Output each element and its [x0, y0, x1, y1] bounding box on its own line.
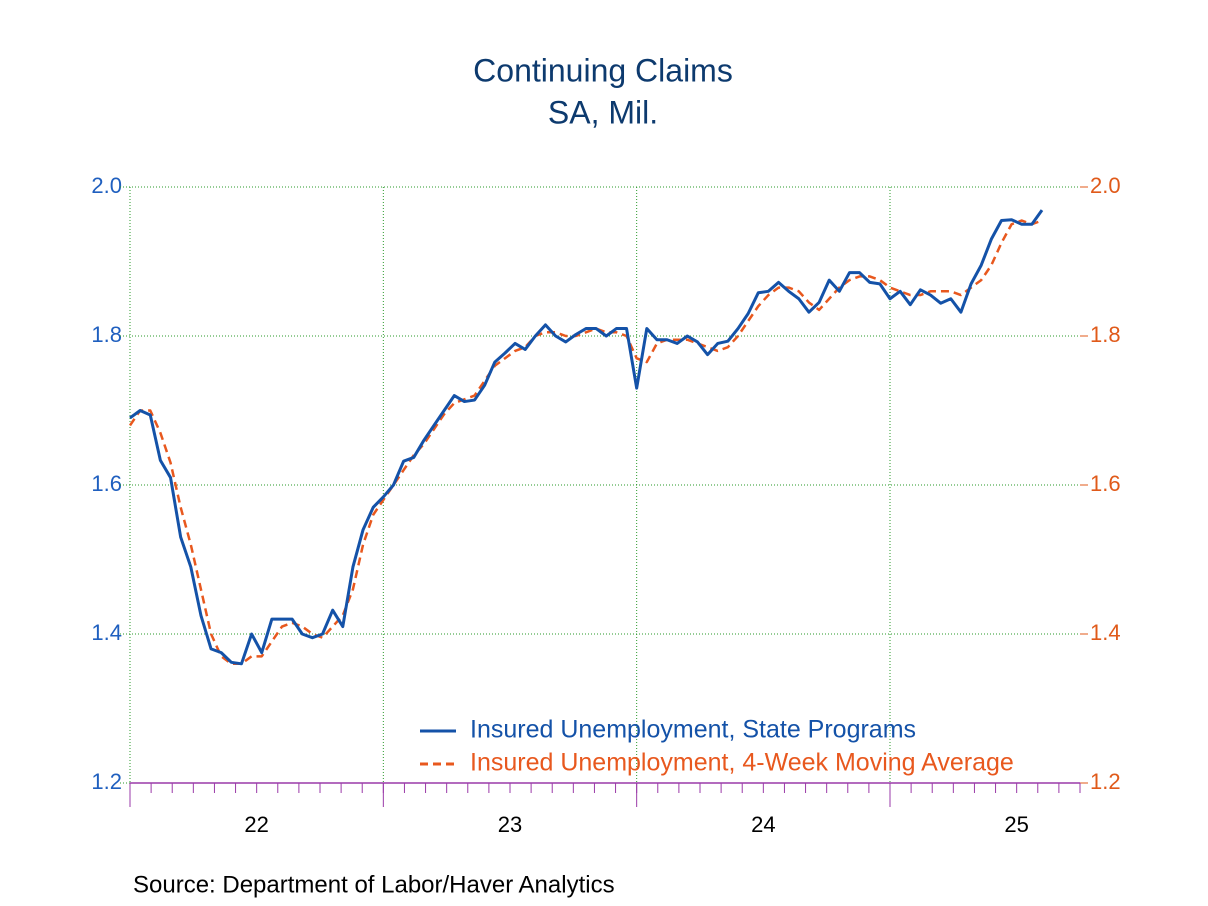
- y-tick-label: 2.0: [91, 173, 122, 198]
- y2-tick-label: 2.0: [1090, 173, 1121, 198]
- source-note: Source: Department of Labor/Haver Analyt…: [133, 871, 615, 898]
- x-tick-label: 23: [498, 812, 522, 837]
- x-tick-label: 22: [244, 812, 268, 837]
- y-tick-label: 1.4: [91, 620, 122, 645]
- y2-tick-label: 1.8: [1090, 322, 1121, 347]
- y-tick-label: 1.8: [91, 322, 122, 347]
- x-tick-label: 24: [751, 812, 775, 837]
- y2-tick-label: 1.2: [1090, 769, 1121, 794]
- y2-tick-label: 1.6: [1090, 471, 1121, 496]
- y-tick-label: 1.2: [91, 769, 122, 794]
- x-tick-label: 25: [1004, 812, 1028, 837]
- series-line: [129, 209, 1044, 666]
- series-line: [128, 219, 1043, 666]
- legend-label: Insured Unemployment, 4-Week Moving Aver…: [470, 749, 1014, 777]
- y-tick-label: 1.6: [91, 471, 122, 496]
- chart-subtitle: SA, Mil.: [548, 94, 658, 130]
- y2-tick-label: 1.4: [1090, 620, 1121, 645]
- legend-label: Insured Unemployment, State Programs: [470, 716, 916, 744]
- chart-title: Continuing Claims: [473, 52, 733, 88]
